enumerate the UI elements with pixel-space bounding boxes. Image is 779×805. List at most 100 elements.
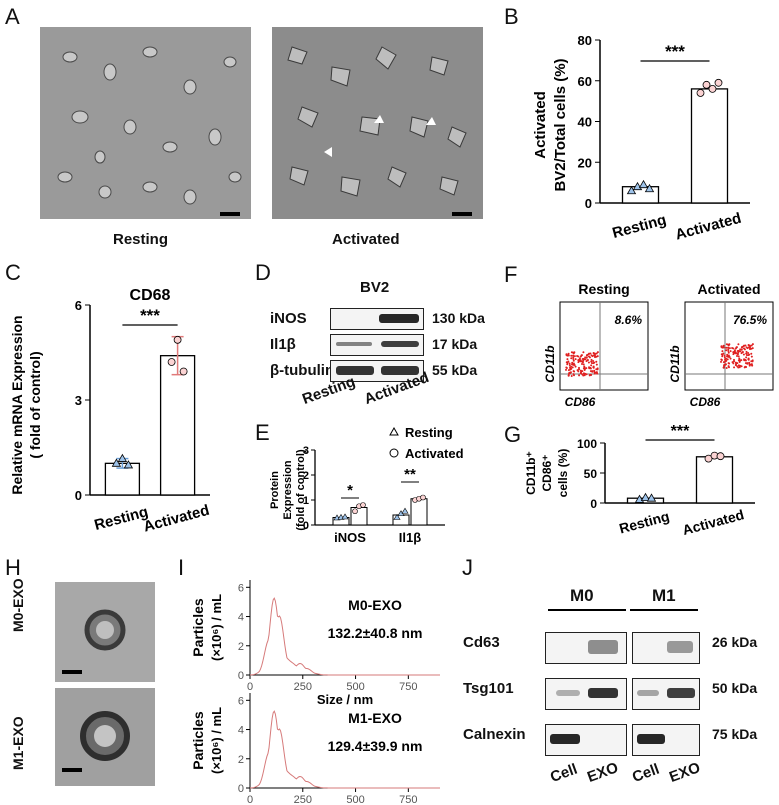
flow-plot-frame bbox=[559, 301, 649, 391]
data-point bbox=[111, 458, 122, 467]
panel-letter-g: G bbox=[504, 422, 522, 447]
flow-event bbox=[588, 374, 591, 377]
flow-event bbox=[722, 346, 725, 349]
category-label: iNOS bbox=[334, 530, 366, 545]
flow-event bbox=[740, 359, 743, 362]
flow-event bbox=[569, 366, 572, 369]
data-point bbox=[644, 183, 655, 193]
flow-event bbox=[593, 354, 596, 357]
flow-event bbox=[595, 355, 598, 358]
series-name: M0-EXO bbox=[348, 597, 402, 613]
flow-event bbox=[568, 364, 571, 367]
blot-band bbox=[550, 734, 580, 744]
flow-event bbox=[581, 363, 583, 365]
flow-event bbox=[577, 366, 580, 369]
flow-event bbox=[742, 353, 745, 356]
blot-band bbox=[336, 342, 372, 346]
flow-event bbox=[732, 358, 735, 361]
y-axis-label: Particles bbox=[190, 711, 206, 770]
x-axis-label: Size / nm bbox=[317, 692, 373, 707]
blot-kda: 50 kDa bbox=[712, 680, 758, 696]
blot-group-label: M1 bbox=[652, 586, 676, 605]
flow-event bbox=[565, 361, 568, 364]
category-label: Activated bbox=[681, 506, 746, 538]
flow-event bbox=[751, 364, 754, 367]
scale-bar-resting bbox=[220, 212, 240, 216]
flow-event bbox=[595, 360, 598, 363]
flow-event bbox=[590, 358, 593, 361]
flow-event bbox=[571, 361, 574, 364]
blot-band bbox=[588, 688, 618, 698]
flow-event bbox=[747, 358, 750, 361]
flow-event bbox=[747, 351, 750, 354]
data-point bbox=[117, 453, 128, 462]
blot-band bbox=[381, 365, 419, 375]
scale-bar-m1 bbox=[62, 768, 82, 772]
flow-event bbox=[574, 358, 577, 361]
y-axis-label: CD86⁺ bbox=[540, 454, 554, 491]
flow-event bbox=[740, 348, 743, 351]
y-axis-label: ( fold of control) bbox=[27, 351, 43, 458]
flow-event bbox=[726, 358, 729, 361]
blot-strip bbox=[632, 678, 700, 710]
flow-event bbox=[588, 356, 591, 359]
chart-title: CD68 bbox=[130, 287, 171, 304]
flow-event bbox=[720, 360, 723, 363]
flow-event bbox=[570, 374, 573, 377]
y-axis-label: cells (%) bbox=[556, 449, 570, 498]
flow-event bbox=[724, 360, 727, 363]
blot-row-label: β-tubulin bbox=[270, 362, 335, 379]
flow-event bbox=[745, 352, 748, 355]
flow-event bbox=[751, 360, 754, 363]
flow-event bbox=[583, 372, 586, 375]
y-tick-label: 3 bbox=[75, 393, 82, 408]
flow-event bbox=[745, 356, 748, 359]
x-tick-label: 0 bbox=[247, 681, 253, 693]
blot-band bbox=[667, 688, 695, 698]
flow-event bbox=[731, 361, 734, 364]
blot-strip bbox=[330, 360, 424, 382]
y-tick-label: 0 bbox=[238, 670, 244, 682]
flow-event bbox=[748, 353, 751, 356]
blot-group-line bbox=[548, 609, 626, 611]
bar-activated bbox=[159, 355, 196, 496]
flow-event bbox=[578, 374, 581, 377]
bar-activated bbox=[690, 88, 729, 204]
flow-event bbox=[596, 351, 599, 354]
data-point bbox=[714, 78, 723, 87]
flow-event bbox=[739, 350, 742, 353]
data-point bbox=[696, 89, 705, 97]
flow-event bbox=[727, 351, 730, 354]
label-m1-exo: M1-EXO bbox=[10, 716, 26, 770]
flow-event bbox=[584, 356, 587, 359]
x-tick-label: 750 bbox=[399, 681, 417, 693]
data-point bbox=[640, 492, 651, 501]
flow-event bbox=[750, 355, 753, 358]
label-activated: Activated bbox=[332, 231, 400, 248]
flow-event bbox=[596, 372, 599, 375]
blot-strip bbox=[330, 308, 424, 330]
y-tick-label: 3 bbox=[303, 445, 309, 457]
y-tick-label: 6 bbox=[238, 582, 244, 594]
flow-event bbox=[569, 368, 572, 371]
flow-event bbox=[572, 354, 575, 357]
flow-event bbox=[720, 358, 723, 361]
flow-event bbox=[571, 363, 574, 366]
flow-event bbox=[722, 352, 725, 355]
flow-event bbox=[740, 346, 743, 349]
panel-letter-h: H bbox=[5, 555, 21, 580]
flow-event bbox=[729, 357, 732, 360]
blot-strip bbox=[545, 678, 627, 710]
y-axis-label: Activated bbox=[532, 91, 549, 159]
blot-strip bbox=[545, 724, 627, 756]
flow-event bbox=[587, 361, 590, 364]
flow-event bbox=[747, 344, 750, 347]
blot-band bbox=[637, 734, 665, 744]
nta-curve bbox=[249, 710, 440, 789]
flow-event bbox=[566, 358, 569, 361]
flow-event bbox=[726, 353, 729, 356]
data-point bbox=[393, 513, 401, 520]
flow-event bbox=[748, 346, 751, 349]
